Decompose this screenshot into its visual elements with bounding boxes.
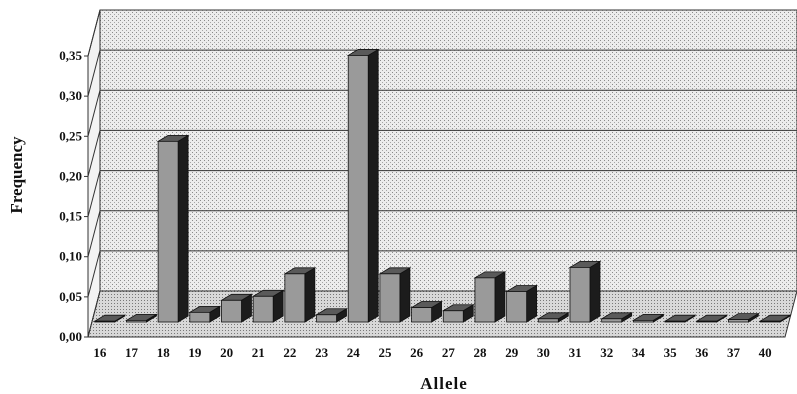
- bar: [251, 289, 285, 323]
- y-tick-label: 0,35: [59, 48, 82, 63]
- x-tick-label: 29: [505, 345, 519, 360]
- bar-front: [759, 320, 781, 323]
- y-tick-label: 0,30: [59, 88, 82, 103]
- side-wall: [87, 9, 101, 338]
- x-tick-label: 31: [569, 345, 582, 360]
- bar-front: [284, 273, 306, 323]
- y-tick-label: 0,20: [59, 168, 82, 183]
- bar-front: [474, 277, 496, 323]
- gridlines: [87, 9, 797, 338]
- bar: [536, 312, 570, 323]
- gridline-side: [87, 170, 101, 217]
- x-tick-label: 23: [315, 345, 329, 360]
- bar: [726, 312, 760, 323]
- bar: [124, 313, 158, 323]
- bar: [473, 271, 507, 323]
- x-tick-label: 40: [759, 345, 772, 360]
- bar-front: [221, 299, 242, 323]
- bar-front: [632, 319, 654, 323]
- x-tick-labels: 16 17 18 19 20 21 22 23 24 25 26 27 28 29 30 31 32 34 35 36…: [93, 345, 771, 360]
- bar-side: [304, 267, 316, 323]
- bar-front: [94, 320, 116, 323]
- x-tick-label: 32: [600, 345, 613, 360]
- x-tick-label: 36: [695, 345, 709, 360]
- bar: [663, 314, 697, 323]
- bar-front: [537, 318, 559, 323]
- x-tick-label: 18: [157, 345, 171, 360]
- x-axis-title: Allele: [420, 374, 468, 393]
- x-tick-label: 17: [125, 345, 139, 360]
- bar-front: [157, 140, 179, 323]
- plot-background: [87, 9, 797, 338]
- y-tick-label: 0,15: [59, 209, 82, 224]
- bar: [600, 312, 634, 323]
- x-tick-label: 27: [442, 345, 456, 360]
- gridline-side: [87, 250, 101, 297]
- bar-front: [379, 273, 401, 323]
- bar: [505, 284, 539, 323]
- y-tick-label: 0,10: [59, 249, 82, 264]
- bar-side: [494, 271, 506, 323]
- y-axis-title: Frequency: [7, 136, 26, 214]
- bar: [410, 300, 444, 323]
- bar-front: [189, 311, 211, 323]
- bar-front: [506, 291, 528, 323]
- bar-front: [696, 320, 718, 323]
- bar-front: [664, 320, 686, 323]
- x-tick-label: 19: [188, 345, 202, 360]
- x-tick-label: 22: [283, 345, 296, 360]
- y-tick-label: 0,05: [59, 289, 82, 304]
- bar-front: [347, 55, 369, 323]
- gridline-side: [87, 210, 101, 257]
- bar: [441, 304, 475, 323]
- x-tick-label: 28: [474, 345, 488, 360]
- x-tick-label: 20: [220, 345, 233, 360]
- bar: [188, 305, 222, 323]
- x-tick-label: 21: [252, 345, 265, 360]
- y-tick-label: 0,25: [59, 128, 82, 143]
- x-tick-label: 26: [410, 345, 424, 360]
- y-tick-label: 0,00: [59, 329, 82, 344]
- bar-side: [177, 134, 189, 323]
- bar: [631, 313, 665, 323]
- bar: [346, 48, 380, 323]
- x-tick-label: 30: [537, 345, 550, 360]
- y-tick-labels: 0,00 0,05 0,10 0,15 0,20 0,25 0,30 0,35: [59, 48, 89, 344]
- bar-front: [442, 310, 464, 323]
- bar: [220, 293, 253, 323]
- gridline-side: [87, 90, 101, 137]
- bar: [695, 314, 729, 323]
- gridline-side: [87, 290, 101, 338]
- x-tick-label: 37: [727, 345, 741, 360]
- bar-front: [569, 267, 591, 323]
- bar: [378, 267, 412, 323]
- x-tick-label: 25: [378, 345, 392, 360]
- back-wall: [99, 9, 797, 292]
- x-tick-label: 34: [632, 345, 646, 360]
- bar-front: [316, 314, 337, 323]
- bar: [758, 314, 792, 323]
- bar-front: [126, 319, 147, 323]
- bar-front: [601, 318, 623, 323]
- x-tick-label: 24: [347, 345, 361, 360]
- gridline-side: [87, 130, 101, 177]
- bar-side: [367, 48, 379, 323]
- bar: [156, 134, 190, 323]
- gridline-side: [87, 9, 101, 57]
- bar: [568, 260, 602, 323]
- bar: [93, 314, 127, 323]
- bar-front: [411, 307, 432, 323]
- x-tick-label: 16: [93, 345, 107, 360]
- bar: [283, 267, 317, 323]
- bar-front: [727, 319, 749, 323]
- bar-side: [399, 267, 411, 323]
- bar-side: [589, 260, 601, 323]
- x-tick-label: 35: [664, 345, 678, 360]
- gridline-side: [87, 50, 101, 97]
- bars: [93, 48, 792, 323]
- bar-front: [252, 295, 274, 323]
- bar: [315, 308, 348, 323]
